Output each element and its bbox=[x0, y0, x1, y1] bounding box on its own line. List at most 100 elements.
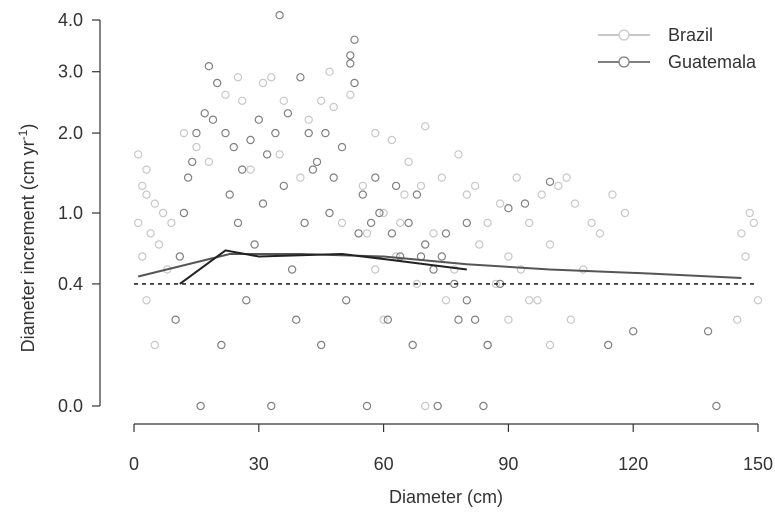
data-point-guatemala-64 bbox=[233, 218, 243, 228]
data-point-brazil-16 bbox=[221, 90, 230, 100]
data-point-brazil-61 bbox=[337, 218, 347, 228]
data-point-guatemala-23 bbox=[329, 173, 338, 182]
data-point-guatemala-66 bbox=[279, 181, 288, 191]
data-point-brazil-21 bbox=[317, 96, 326, 106]
data-point-guatemala-28 bbox=[350, 78, 359, 88]
data-point-brazil-28 bbox=[437, 173, 446, 182]
data-point-guatemala-62 bbox=[454, 315, 463, 324]
data-point-brazil-39 bbox=[554, 181, 563, 191]
data-point-guatemala-20 bbox=[304, 128, 313, 138]
data-point-guatemala-58 bbox=[362, 401, 372, 411]
data-point-brazil-9 bbox=[158, 208, 168, 218]
data-point-brazil-80 bbox=[371, 265, 380, 274]
data-point-guatemala-53 bbox=[242, 296, 251, 305]
data-point-brazil-36 bbox=[525, 218, 534, 228]
data-point-brazil-10 bbox=[142, 296, 151, 305]
data-point-brazil-24 bbox=[371, 128, 380, 138]
data-point-brazil-71 bbox=[475, 240, 484, 249]
data-point-guatemala-51 bbox=[196, 401, 205, 411]
data-point-brazil-76 bbox=[595, 229, 605, 238]
data-point-guatemala-76 bbox=[250, 240, 259, 249]
data-point-brazil-67 bbox=[267, 73, 276, 82]
y-ticks: 0.0 0.4 1.0 2.0 3.0 4.0 bbox=[58, 10, 100, 416]
x-tick-label-4: 120 bbox=[618, 454, 648, 474]
data-point-brazil-38 bbox=[545, 240, 555, 249]
trend-line-guatemala bbox=[179, 249, 467, 285]
data-point-guatemala-49 bbox=[703, 327, 713, 336]
data-point-guatemala-5 bbox=[192, 128, 201, 138]
data-point-brazil-55 bbox=[733, 315, 742, 324]
data-point-guatemala-65 bbox=[258, 199, 268, 208]
data-point-guatemala-0 bbox=[171, 315, 180, 324]
data-point-brazil-59 bbox=[412, 279, 422, 289]
data-point-brazil-74 bbox=[533, 296, 542, 305]
data-point-guatemala-71 bbox=[391, 181, 401, 191]
data-point-brazil-77 bbox=[608, 190, 617, 199]
data-point-guatemala-32 bbox=[387, 229, 397, 238]
data-point-brazil-26 bbox=[404, 157, 413, 167]
data-point-brazil-7 bbox=[150, 199, 159, 208]
data-point-brazil-63 bbox=[275, 150, 284, 159]
data-point-brazil-56 bbox=[358, 181, 367, 191]
data-point-guatemala-56 bbox=[317, 340, 326, 350]
data-point-guatemala-73 bbox=[441, 229, 451, 238]
data-point-guatemala-68 bbox=[325, 208, 334, 218]
data-point-brazil-43 bbox=[525, 296, 534, 305]
data-point-brazil-65 bbox=[204, 157, 214, 167]
data-point-guatemala-36 bbox=[421, 240, 430, 249]
data-point-brazil-35 bbox=[512, 173, 521, 182]
data-point-brazil-31 bbox=[470, 181, 480, 191]
data-point-guatemala-59 bbox=[383, 315, 392, 324]
data-point-guatemala-74 bbox=[462, 218, 471, 228]
y-tick-label-2: 1.0 bbox=[58, 203, 83, 223]
data-point-brazil-1 bbox=[138, 181, 147, 191]
y-axis-title-main: Diameter increment (cm yr bbox=[18, 140, 38, 352]
x-ticks: 0 30 60 90 120 150 bbox=[129, 424, 773, 474]
data-point-brazil-49 bbox=[421, 401, 430, 411]
data-point-guatemala-6 bbox=[200, 109, 209, 118]
data-point-brazil-50 bbox=[737, 229, 746, 238]
x-tick-label-0: 0 bbox=[129, 454, 139, 474]
data-point-guatemala-4 bbox=[187, 157, 197, 167]
data-point-brazil-29 bbox=[454, 150, 463, 159]
data-point-guatemala-9 bbox=[212, 78, 222, 88]
legend: Brazil Guatemala bbox=[598, 25, 757, 72]
data-point-brazil-40 bbox=[562, 173, 571, 182]
data-point-guatemala-21 bbox=[312, 157, 322, 167]
data-point-brazil-75 bbox=[579, 265, 588, 274]
legend-label-guatemala: Guatemala bbox=[668, 52, 757, 72]
data-point-brazil-30 bbox=[462, 190, 471, 199]
data-point-brazil-70 bbox=[450, 265, 459, 274]
data-point-brazil-25 bbox=[387, 135, 397, 145]
data-point-guatemala-14 bbox=[254, 115, 263, 124]
data-point-guatemala-60 bbox=[408, 340, 417, 350]
legend-marker-guatemala bbox=[618, 56, 630, 68]
data-point-guatemala-77 bbox=[287, 265, 297, 274]
x-tick-label-3: 90 bbox=[498, 454, 518, 474]
data-point-guatemala-24 bbox=[337, 142, 347, 152]
data-point-brazil-45 bbox=[566, 315, 576, 324]
data-point-brazil-52 bbox=[749, 218, 759, 228]
data-point-guatemala-2 bbox=[179, 208, 189, 218]
data-point-guatemala-16 bbox=[271, 128, 280, 138]
data-point-brazil-42 bbox=[587, 218, 596, 228]
data-point-brazil-34 bbox=[504, 252, 513, 261]
data-point-brazil-18 bbox=[258, 78, 268, 88]
data-point-guatemala-67 bbox=[300, 218, 309, 228]
data-point-brazil-20 bbox=[304, 115, 313, 124]
data-point-brazil-11 bbox=[150, 340, 159, 350]
x-tick-label-1: 30 bbox=[249, 454, 269, 474]
data-point-brazil-15 bbox=[192, 142, 201, 152]
data-point-brazil-3 bbox=[133, 150, 143, 159]
data-point-guatemala-70 bbox=[371, 173, 380, 182]
data-point-brazil-51 bbox=[745, 208, 754, 218]
data-point-brazil-47 bbox=[504, 315, 513, 324]
legend-label-brazil: Brazil bbox=[668, 25, 713, 45]
x-tick-label-5: 150 bbox=[743, 454, 773, 474]
data-point-guatemala-47 bbox=[604, 340, 613, 350]
data-point-brazil-72 bbox=[491, 279, 501, 289]
data-point-guatemala-63 bbox=[479, 401, 488, 411]
data-point-guatemala-35 bbox=[412, 190, 422, 199]
y-tick-label-5: 4.0 bbox=[58, 10, 83, 30]
data-point-guatemala-48 bbox=[629, 327, 638, 336]
